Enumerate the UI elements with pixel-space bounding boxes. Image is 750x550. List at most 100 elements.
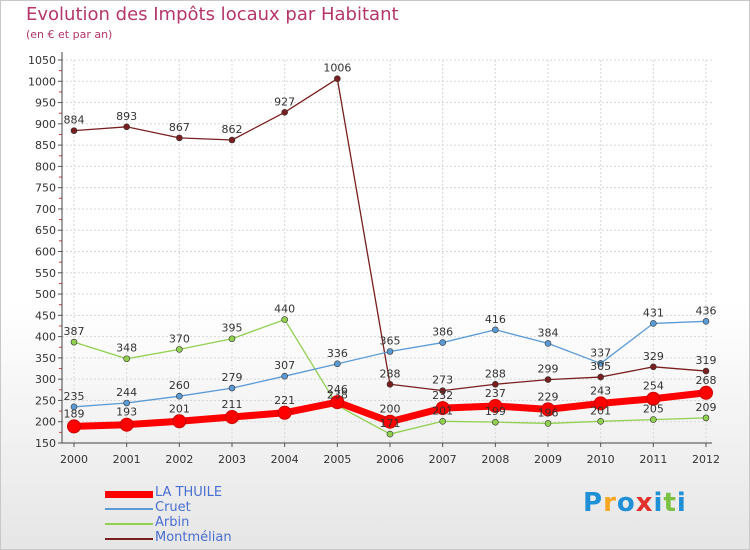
data-point	[597, 417, 604, 425]
data-point	[702, 367, 710, 375]
data-labels: 884 893 867 862 927 1006 288 273 288 299 305 329 319…	[64, 62, 717, 430]
data-label: 305	[590, 360, 611, 373]
data-label: 171	[380, 417, 401, 430]
y-tick-label: 700	[35, 203, 56, 216]
data-point	[488, 398, 503, 413]
data-point	[123, 355, 130, 363]
data-point	[439, 417, 446, 425]
data-label: 867	[169, 121, 190, 134]
legend-swatch-la-thuile	[105, 491, 153, 498]
data-point	[225, 410, 239, 425]
data-point	[123, 399, 130, 407]
data-point	[544, 376, 552, 383]
data-label: 268	[696, 374, 717, 387]
data-label: 237	[485, 387, 506, 400]
series-points	[67, 75, 713, 438]
data-label: 201	[169, 402, 190, 415]
y-tick-label: 1000	[28, 75, 56, 88]
data-point	[492, 418, 499, 426]
x-tick-label: 2006	[376, 453, 404, 466]
data-label: 416	[485, 313, 506, 326]
chart-title: Evolution des Impôts locaux par Habitant	[26, 4, 399, 25]
data-point	[228, 384, 236, 392]
logo-letter: r	[603, 488, 617, 518]
y-tick-label: 750	[35, 182, 56, 195]
data-point	[386, 348, 394, 355]
data-point	[228, 335, 236, 343]
y-tick-label: 800	[35, 160, 56, 173]
data-point	[330, 395, 345, 410]
data-label: 319	[696, 354, 717, 367]
x-tick-label: 2007	[429, 453, 457, 466]
data-label: 205	[643, 403, 664, 416]
axes: 150 200 250 300 350 400 450 500 550 600 650 700 750 8…	[28, 52, 720, 466]
data-label: 436	[696, 304, 717, 317]
data-label: 386	[432, 326, 453, 339]
y-tick-label: 500	[35, 288, 56, 301]
data-point	[67, 419, 81, 434]
data-point	[172, 414, 187, 429]
x-tick-label: 2005	[323, 453, 351, 466]
legend-swatch-arbin	[105, 523, 153, 525]
data-point	[597, 360, 604, 367]
data-label: 189	[64, 407, 85, 420]
data-point	[386, 430, 394, 438]
y-tick-label: 650	[35, 224, 56, 237]
data-label: 862	[222, 123, 243, 136]
data-point	[228, 136, 236, 144]
x-tick-label: 2012	[692, 453, 720, 466]
data-label: 370	[169, 332, 190, 345]
data-point	[702, 317, 710, 325]
y-tick-label: 600	[35, 246, 56, 259]
x-tick-label: 2003	[218, 453, 246, 466]
data-point	[281, 109, 288, 116]
logo-letter: P	[583, 488, 604, 518]
y-tick-label: 300	[35, 373, 56, 386]
data-point	[439, 387, 446, 394]
data-point	[281, 316, 288, 323]
data-point	[650, 363, 657, 371]
y-tick-label: 400	[35, 331, 56, 344]
data-label: 348	[116, 342, 137, 355]
x-tick-label: 2004	[271, 453, 299, 466]
data-label: 209	[696, 401, 717, 414]
data-label: 431	[643, 306, 664, 319]
data-point	[593, 396, 608, 411]
data-point	[70, 403, 78, 411]
y-tick-label: 200	[35, 416, 56, 429]
legend-swatch-montmelian	[105, 538, 153, 540]
data-label: 244	[116, 386, 137, 399]
x-tick-label: 2010	[587, 453, 615, 466]
data-label: 288	[380, 367, 401, 380]
data-label: 273	[432, 374, 453, 387]
data-point	[702, 414, 710, 422]
data-label: 201	[590, 404, 611, 417]
y-tick-label: 900	[35, 118, 56, 131]
data-label: 384	[538, 326, 559, 339]
data-point	[123, 123, 130, 131]
legend-label: LA THUILE	[155, 485, 223, 500]
x-tick-label: 2008	[481, 453, 509, 466]
proxiti-logo: Proxiti	[583, 488, 687, 518]
data-label: 307	[274, 359, 295, 372]
data-point	[541, 402, 555, 417]
logo-letter: x	[635, 488, 654, 518]
chart-subtitle: (en € et par an)	[26, 28, 113, 41]
data-label: 200	[380, 403, 401, 416]
legend-label: Cruet	[155, 500, 191, 515]
y-tick-label: 450	[35, 309, 56, 322]
data-label: 246	[327, 383, 348, 396]
y-tick-label: 1050	[28, 54, 56, 67]
data-point	[699, 385, 713, 400]
data-label: 927	[274, 95, 295, 108]
y-tick-label: 550	[35, 267, 56, 280]
data-label: 193	[116, 406, 137, 419]
x-tick-label: 2002	[165, 453, 193, 466]
data-point	[492, 326, 499, 334]
data-label: 337	[590, 346, 611, 359]
y-tick-label: 350	[35, 352, 56, 365]
data-point	[176, 346, 183, 353]
data-label: 211	[222, 398, 243, 411]
data-point	[334, 360, 341, 368]
